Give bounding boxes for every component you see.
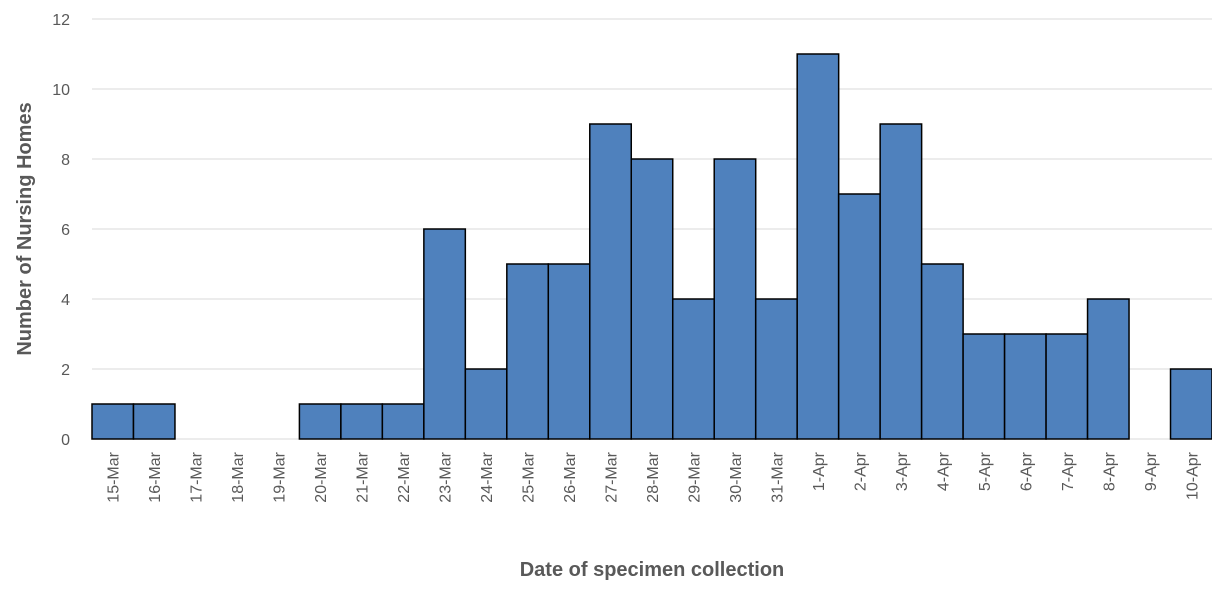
x-tick-label: 2-Apr xyxy=(852,451,869,491)
x-tick-label: 15-Mar xyxy=(106,451,123,502)
bar-6-Apr xyxy=(1003,333,1047,440)
y-tick-label: 0 xyxy=(61,432,70,449)
bar-24-Mar xyxy=(464,368,508,440)
x-tick-label: 30-Mar xyxy=(728,451,745,502)
bar-20-Mar xyxy=(298,403,342,440)
x-tick-label: 22-Mar xyxy=(396,451,413,502)
x-tick-label: 19-Mar xyxy=(272,451,289,502)
x-tick-label: 26-Mar xyxy=(562,451,579,502)
x-tick-label: 31-Mar xyxy=(769,451,786,502)
x-tick-label: 18-Mar xyxy=(230,451,247,502)
x-tick-label: 24-Mar xyxy=(479,451,496,502)
x-tick-label: 5-Apr xyxy=(977,451,994,491)
x-tick-label: 25-Mar xyxy=(521,451,538,502)
x-tick-labels: 15-Mar 16-Mar 17-Mar 18-Mar 19-Mar 20-Mar 21-M… xyxy=(106,451,1202,502)
bar-26-Mar xyxy=(547,263,591,440)
x-tick-label: 3-Apr xyxy=(894,451,911,491)
bar-1-Apr xyxy=(796,53,840,440)
bar-27-Mar xyxy=(589,123,633,440)
bar-25-Mar xyxy=(506,263,550,440)
bar-4-Apr xyxy=(920,263,964,440)
x-tick-label: 1-Apr xyxy=(811,451,828,491)
y-tick-label: 8 xyxy=(61,152,70,169)
x-tick-label: 21-Mar xyxy=(355,451,372,502)
x-tick-label: 8-Apr xyxy=(1101,451,1118,491)
x-tick-label: 4-Apr xyxy=(935,451,952,491)
bar-2-Apr xyxy=(837,193,881,440)
bar-29-Mar xyxy=(671,298,715,440)
x-tick-label: 9-Apr xyxy=(1143,451,1160,491)
x-tick-label: 10-Apr xyxy=(1184,451,1201,500)
bar-15-Mar xyxy=(91,403,135,440)
y-tick-label: 4 xyxy=(61,292,70,309)
y-axis-title: Number of Nursing Homes xyxy=(14,102,36,355)
bar-16-Mar xyxy=(132,403,176,440)
bar-8-Apr xyxy=(1086,298,1130,440)
x-tick-label: 28-Mar xyxy=(645,451,662,502)
bar-7-Apr xyxy=(1045,333,1089,440)
x-axis-title: Date of specimen collection xyxy=(520,559,785,581)
y-tick-label: 10 xyxy=(52,82,70,99)
bar-22-Mar xyxy=(381,403,425,440)
x-tick-label: 17-Mar xyxy=(189,451,206,502)
bar-10-Apr xyxy=(1169,368,1212,440)
x-tick-label: 20-Mar xyxy=(313,451,330,502)
x-tick-label: 27-Mar xyxy=(604,451,621,502)
y-tick-labels: 0 2 4 6 8 10 12 xyxy=(52,12,70,449)
bar-23-Mar xyxy=(423,228,467,440)
y-tick-label: 2 xyxy=(61,362,70,379)
bar-21-Mar xyxy=(340,403,384,440)
bar-3-Apr xyxy=(879,123,923,440)
x-tick-label: 7-Apr xyxy=(1060,451,1077,491)
x-tick-label: 6-Apr xyxy=(1018,451,1035,491)
y-tick-label: 12 xyxy=(52,12,70,29)
x-tick-label: 29-Mar xyxy=(686,451,703,502)
y-tick-label: 6 xyxy=(61,222,70,239)
bar-30-Mar xyxy=(713,158,757,440)
x-tick-label: 23-Mar xyxy=(438,451,455,502)
bar-5-Apr xyxy=(962,333,1006,440)
bar-31-Mar xyxy=(754,298,798,440)
x-tick-label: 16-Mar xyxy=(147,451,164,502)
bars xyxy=(91,53,1212,440)
bar-28-Mar xyxy=(630,158,674,440)
